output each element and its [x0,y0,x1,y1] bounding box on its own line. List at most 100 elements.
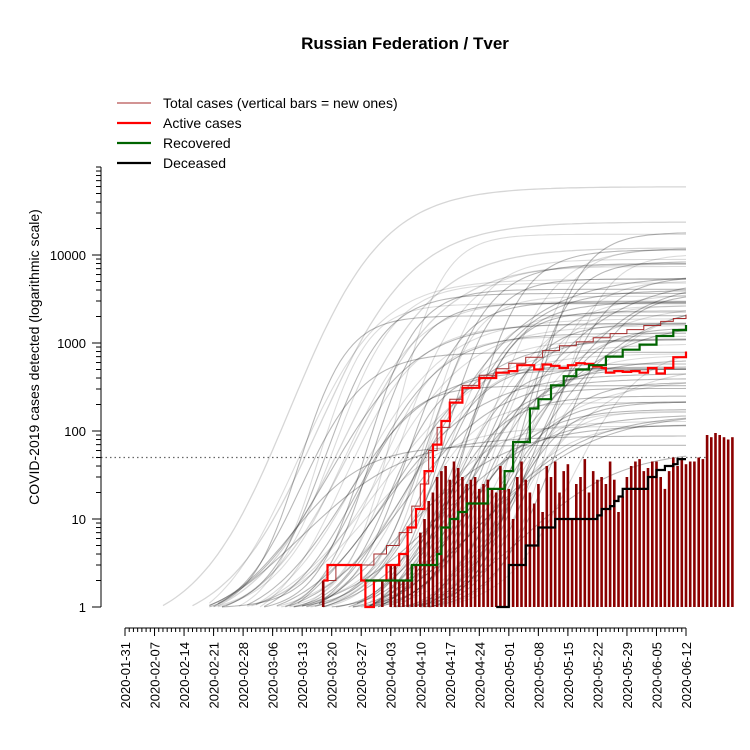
new-cases-bar [490,488,494,607]
new-cases-bar [646,468,650,607]
new-cases-bar [469,479,473,607]
new-cases-bar [452,461,456,607]
comparison-curve [323,290,687,608]
comparison-curve [217,435,686,604]
new-cases-bar [532,503,536,607]
new-cases-bar [461,477,464,607]
new-cases-bar [431,492,435,607]
new-cases-bar [663,488,667,607]
new-cases-bar [507,488,511,607]
x-tick-label: 2020-04-10 [413,642,428,709]
comparison-curve [209,315,686,608]
new-cases-bar [503,484,506,607]
series-line-deceased [496,458,686,609]
new-cases-bar [435,477,439,607]
comparison-curve [293,368,686,608]
new-cases-bar [558,492,561,607]
comparison-curve [390,410,687,608]
new-cases-bar [406,545,409,607]
x-tick-label: 2020-03-13 [295,642,310,709]
new-cases-bar [579,477,582,607]
new-cases-bar [562,471,565,607]
new-cases-bar [684,464,688,607]
series-line-active [323,351,688,609]
new-cases-bar [528,492,532,607]
comparison-curve [424,261,687,608]
new-cases-bar [621,496,624,607]
comparison-curve [301,265,686,607]
new-cases-bar [402,580,405,607]
comparison-curve [399,248,687,608]
new-cases-bar [596,479,599,607]
comparison-curve [255,318,687,606]
legend-label: Total cases (vertical bars = new ones) [163,95,398,111]
new-cases-bar [541,512,544,607]
new-cases-bar [478,488,481,607]
new-cases-bar [701,459,705,607]
x-tick-label: 2020-04-03 [384,642,399,709]
comparison-curve [213,351,686,608]
x-tick-label: 2020-02-07 [148,642,163,709]
comparison-curve [369,301,686,607]
new-cases-bar [583,459,587,607]
new-cases-bar [494,492,498,607]
comparison-curve [369,417,687,607]
comparison-curve [255,343,687,606]
y-tick-label: 10 [72,512,86,527]
new-cases-bar [672,457,675,607]
x-tick-label: 2020-01-31 [118,642,133,709]
x-tick-label: 2020-06-05 [650,642,665,709]
new-cases-bar [722,437,726,607]
new-cases-bar [617,512,620,607]
new-cases-bar [414,565,418,607]
comparison-curve [217,300,686,608]
new-cases-bar [634,461,637,607]
new-cases-bar [680,459,684,607]
comparison-curve [259,323,686,608]
series-line-recovered [365,325,688,582]
comparison-curve [264,288,686,608]
chart-title: Russian Federation / Tver [301,34,509,53]
new-cases-bar [381,580,384,607]
y-axis: 1 10 100 1000 10000 [50,166,102,615]
comparison-curve [289,420,686,608]
comparison-curve [318,277,687,604]
comparison-curve [293,363,686,608]
new-cases-bar [423,519,426,607]
new-cases-bar [705,435,709,607]
new-cases-bar [667,471,671,607]
comparison-curve [323,295,686,608]
comparison-curve [390,291,687,607]
comparison-curve [306,301,686,608]
x-tick-label: 2020-05-15 [561,642,576,709]
y-tick-label: 10000 [50,248,86,263]
legend-label: Deceased [163,155,226,171]
x-tick-label: 2020-03-20 [325,642,340,709]
comparison-curve [306,258,686,608]
new-cases-bar [511,519,515,607]
comparison-curve [394,411,686,608]
x-tick-label: 2020-04-17 [443,642,458,709]
new-cases-bar [482,484,485,607]
new-cases-bar [448,479,452,607]
comparison-curve [420,255,687,608]
new-cases-bar [697,457,700,607]
x-tick-label: 2020-04-24 [472,642,487,709]
new-cases-bar [393,565,397,607]
new-cases-bar [638,459,641,607]
comparison-curve [302,415,687,607]
new-cases-bar [714,433,717,607]
comparison-curve [420,455,687,607]
comparison-curve [310,401,687,608]
new-cases-bar [473,477,477,607]
comparison-curve [225,263,686,607]
new-cases-bar [608,461,612,607]
new-cases-bar [321,580,325,607]
new-cases-bar [718,435,721,607]
x-tick-label: 2020-03-27 [354,642,369,709]
comparison-curve [373,248,687,607]
x-tick-label: 2020-05-29 [620,642,635,709]
x-tick-label: 2020-05-01 [502,642,517,709]
comparison-curve [289,378,686,607]
